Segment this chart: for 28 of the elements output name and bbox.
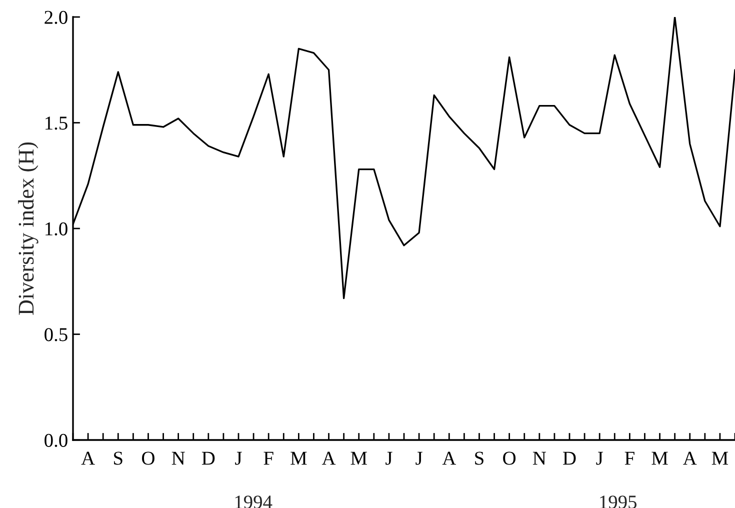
x-tick-label: O [503, 452, 516, 465]
x-tick-label: J [386, 452, 392, 465]
x-tick-label: M [652, 452, 668, 465]
y-tick-label: 1.0 [46, 222, 68, 236]
x-tick-label: J [416, 452, 422, 465]
x-tick-label: J [596, 452, 603, 465]
x-tick-label: O [142, 452, 154, 465]
x-tick-label: F [624, 452, 634, 465]
x-tick-label: S [114, 452, 122, 465]
x-tick-label: A [81, 452, 95, 465]
x-tick-label: M [290, 452, 307, 465]
x-tick-label: N [172, 452, 185, 465]
x-tick-label: J [235, 452, 242, 465]
y-axis-title: Diversity index (H) [18, 142, 38, 315]
y-tick-label: 1.5 [46, 116, 68, 130]
x-tick-label: S [475, 452, 484, 465]
x-tick-label: A [683, 452, 697, 465]
y-tick-label: 2.0 [44, 10, 68, 24]
x-tick-label: D [202, 452, 215, 465]
x-tick-label: A [442, 452, 456, 465]
y-tick-label: 0.0 [44, 434, 68, 448]
x-tick-label: D [563, 452, 576, 465]
x-tick-label: M [350, 452, 367, 465]
y-tick-label: 0.5 [44, 328, 68, 342]
x-tick-label: M [712, 452, 728, 465]
x-tick-label: A [322, 452, 336, 465]
x-tick-label: N [532, 452, 546, 465]
x-tick-label: F [264, 452, 274, 465]
